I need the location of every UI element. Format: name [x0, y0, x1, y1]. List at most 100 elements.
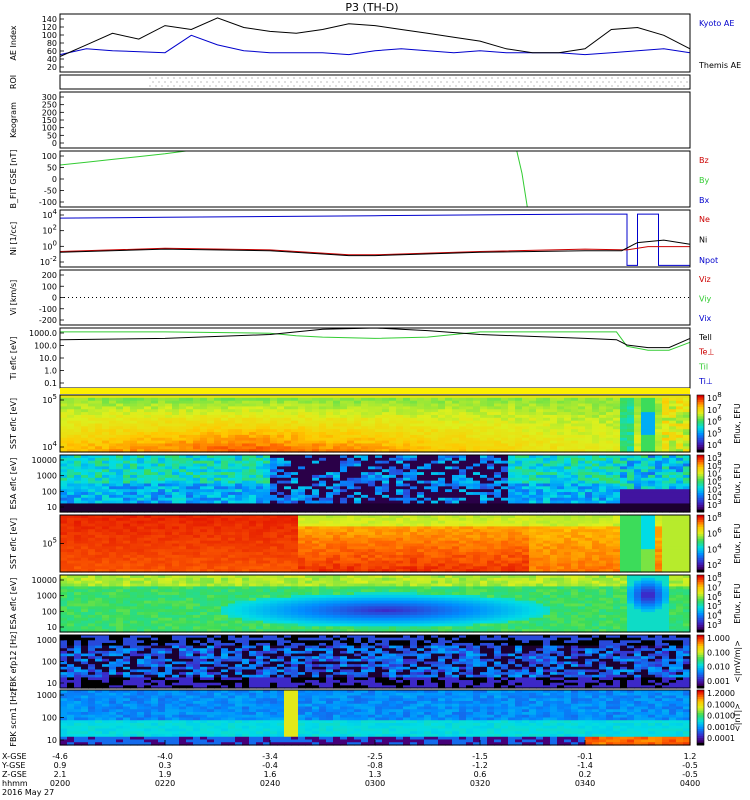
- spectrogram-cell: [270, 566, 278, 570]
- spectrogram-cell: [165, 474, 173, 479]
- spectrogram-cell: [361, 400, 369, 405]
- spectrogram-cell: [564, 480, 572, 485]
- spectrogram-cell: [88, 515, 96, 519]
- spectrogram-cell: [242, 400, 250, 405]
- spectrogram-cell: [361, 526, 369, 530]
- spectrogram-cell: [508, 486, 516, 490]
- spectrogram-cell: [515, 397, 523, 402]
- spectrogram-cell: [81, 437, 89, 442]
- spectrogram-cell: [179, 423, 187, 427]
- spectrogram-cell: [130, 537, 138, 542]
- spectrogram-cell: [669, 500, 677, 505]
- spectrogram-cell: [459, 469, 467, 473]
- spectrogram-cell: [627, 500, 635, 505]
- spectrogram-cell: [480, 483, 488, 487]
- spectrogram-cell: [151, 423, 159, 427]
- spectrogram-cell: [375, 517, 383, 522]
- spectrogram-cell: [81, 446, 89, 450]
- spectrogram-cell: [60, 489, 68, 493]
- colorbar-step: [697, 437, 704, 441]
- spectrogram-cell: [501, 432, 509, 436]
- spectrogram-cell: [550, 466, 558, 470]
- spectrogram-cell: [319, 523, 327, 527]
- spectrogram-cell: [613, 503, 621, 507]
- spectrogram-cell: [466, 403, 474, 407]
- spectrogram-cell: [228, 446, 236, 450]
- spectrogram-cell: [298, 500, 306, 505]
- spectrogram-cell: [60, 569, 68, 573]
- spectrogram-cell: [179, 417, 187, 422]
- spectrogram-cell: [284, 423, 292, 427]
- spectrogram-cell: [228, 552, 236, 556]
- roi-dot: [425, 85, 427, 87]
- spectrogram-cell: [165, 423, 173, 427]
- spectrogram-cell: [319, 549, 327, 553]
- spectrogram-cell: [221, 483, 229, 487]
- spectrogram-cell: [655, 429, 663, 433]
- spectrogram-cell: [249, 503, 257, 507]
- spectrogram-cell: [193, 543, 201, 547]
- roi-dot: [311, 85, 313, 87]
- spectrogram-cell: [676, 489, 684, 493]
- spectrogram-cell: [431, 494, 439, 499]
- spectrogram-cell: [522, 494, 530, 499]
- spectrogram-cell: [578, 474, 586, 479]
- roi-dot: [188, 81, 190, 83]
- spectrogram-cell: [606, 503, 614, 507]
- spectrogram-cell: [88, 569, 96, 573]
- spectrogram-cell: [662, 406, 670, 410]
- spectrogram-cell: [382, 420, 390, 425]
- spectrogram-cell: [459, 426, 467, 430]
- spectrogram-cell: [298, 455, 306, 459]
- spectrogram-cell: [130, 543, 138, 547]
- roi-dot: [284, 81, 286, 83]
- spectrogram-cell: [683, 477, 691, 482]
- spectrogram-cell: [368, 480, 376, 485]
- spectrogram-cell: [298, 457, 306, 462]
- spectrogram-cell: [382, 477, 390, 482]
- spectrogram-cell: [81, 480, 89, 485]
- spectrogram-cell: [102, 506, 110, 510]
- spectrogram-cell: [655, 500, 663, 505]
- spectrogram-cell: [116, 557, 124, 562]
- spectrogram-cell: [585, 406, 593, 410]
- spectrogram-cell: [221, 515, 229, 519]
- spectrogram-cell: [165, 526, 173, 530]
- spectrogram-cell: [431, 503, 439, 507]
- spectrogram-cell: [410, 466, 418, 470]
- spectrogram-cell: [389, 397, 397, 402]
- spectrogram-cell: [361, 395, 369, 399]
- spectrogram-cell: [648, 460, 656, 465]
- spectrogram-cell: [319, 563, 327, 567]
- spectrogram-cell: [102, 552, 110, 556]
- spectrogram-cell: [88, 534, 96, 539]
- spectrogram-cell: [522, 500, 530, 505]
- spectrogram-cell: [347, 406, 355, 410]
- spectrogram-cell: [88, 563, 96, 567]
- spectrogram-cell: [242, 543, 250, 547]
- spectrogram-cell: [270, 434, 278, 439]
- spectrogram-cell: [361, 412, 369, 416]
- spectrogram-cell: [508, 494, 516, 499]
- spectrogram-cell: [585, 463, 593, 467]
- spectrogram-cell: [361, 543, 369, 547]
- spectrogram-cell: [130, 432, 138, 436]
- spectrogram-cell: [396, 437, 404, 442]
- spectrogram-cell: [676, 474, 684, 479]
- spectrogram-cell: [172, 489, 180, 493]
- spectrogram-cell: [676, 406, 684, 410]
- spectrogram-cell: [319, 515, 327, 519]
- spectrogram-cell: [599, 492, 607, 496]
- spectrogram-cell: [74, 489, 82, 493]
- spectrogram-cell: [60, 474, 68, 479]
- spectrogram-cell: [333, 540, 341, 545]
- spectrogram-cell: [67, 486, 75, 490]
- spectrogram-cell: [620, 406, 628, 410]
- roi-dot: [506, 81, 508, 83]
- spectrogram-cell: [473, 483, 481, 487]
- spectrogram-cell: [655, 443, 663, 447]
- spectrogram-cell: [284, 400, 292, 405]
- spectrogram-cell: [158, 566, 166, 570]
- spectrogram-cell: [151, 532, 159, 536]
- spectrogram-cell: [648, 414, 656, 419]
